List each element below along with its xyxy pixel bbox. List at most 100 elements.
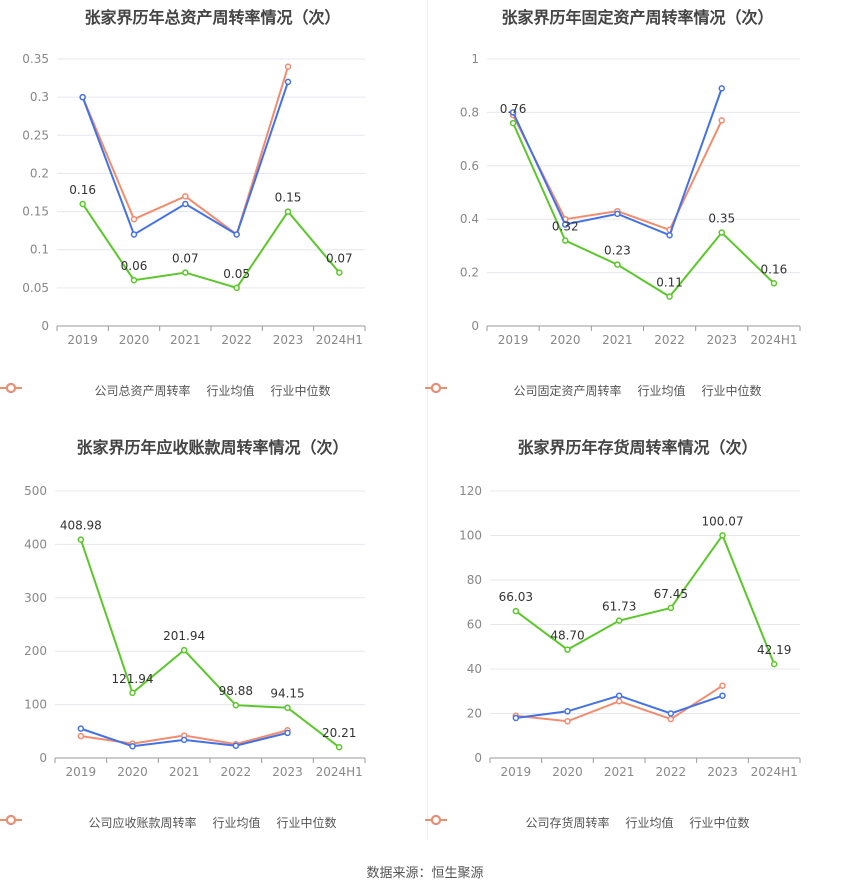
legend-swatch-marker <box>431 383 441 393</box>
legend-item-company[interactable]: 公司应收账款周转率 <box>0 814 197 831</box>
data-point-avg <box>666 231 673 239</box>
y-tick-label: 40 <box>467 662 482 676</box>
chart-svg: 0 0.2 0.4 0.6 0.8 1 2019 2020 2021 2022 2023 2024H1… <box>460 52 801 347</box>
chart-receivables-turnover: 张家界历年应收账款周转率情况（次） 0 100 200 300 400 500 2019 20… <box>0 430 425 860</box>
chart-legend: 公司应收账款周转率 行业均值 行业中位数 <box>0 814 425 831</box>
data-label: 0.76 <box>500 102 527 116</box>
data-label: 94.15 <box>270 687 304 701</box>
x-tick-label: 2024H1 <box>316 765 363 779</box>
x-tick-label: 2023 <box>273 333 304 347</box>
data-label: 61.73 <box>602 600 636 614</box>
x-tick-label: 2024H1 <box>751 765 798 779</box>
y-tick-label: 500 <box>24 484 47 498</box>
y-tick-label: 0.1 <box>30 243 49 257</box>
data-point-avg <box>614 210 621 218</box>
data-point-company <box>770 660 778 668</box>
series-line-median <box>81 66 289 237</box>
legend-item-median[interactable]: 行业中位数 <box>0 382 331 399</box>
legend-item-avg[interactable]: 行业均值 <box>425 814 674 831</box>
data-point-company <box>509 119 517 127</box>
y-tick-label: 0.15 <box>22 205 49 219</box>
x-tick-label: 2021 <box>604 765 635 779</box>
data-label: 0.32 <box>552 220 579 234</box>
x-tick-label: 2020 <box>117 765 148 779</box>
data-label: 408.98 <box>60 519 102 533</box>
legend-label: 行业中位数 <box>276 816 337 830</box>
legend-label: 行业均值 <box>637 384 686 398</box>
data-point-avg <box>232 742 240 749</box>
data-point-company <box>718 229 725 236</box>
y-tick-label: 0 <box>471 319 479 333</box>
legend-swatch-marker <box>431 815 441 825</box>
y-tick-label: 0.3 <box>30 90 49 104</box>
data-point-company <box>614 261 621 268</box>
data-label: 67.45 <box>654 587 688 601</box>
legend-label: 公司总资产周转率 <box>94 384 191 398</box>
y-tick-label: 120 <box>459 484 482 498</box>
data-point-company <box>719 532 726 539</box>
data-point-company <box>336 269 343 276</box>
legend-item-avg[interactable]: 行业均值 <box>0 382 255 399</box>
y-tick-label: 60 <box>467 618 482 632</box>
data-label: 0.35 <box>708 212 735 226</box>
legend-swatch-marker <box>6 383 16 393</box>
y-tick-label: 100 <box>24 698 47 712</box>
data-point-company <box>512 607 520 615</box>
x-tick-label: 2020 <box>119 333 150 347</box>
data-label: 100.07 <box>702 514 744 528</box>
legend-label: 公司应收账款周转率 <box>88 816 197 830</box>
legend-item-company[interactable]: 公司总资产周转率 <box>0 382 191 399</box>
data-point-avg <box>509 109 517 116</box>
legend-item-company[interactable]: 公司固定资产周转率 <box>425 382 621 399</box>
chart-title: 张家界历年固定资产周转率情况（次） <box>501 8 774 27</box>
x-tick-label: 2023 <box>272 765 303 779</box>
data-point-median <box>564 718 571 725</box>
y-tick-label: 1 <box>471 52 479 66</box>
data-label: 201.94 <box>163 629 205 643</box>
x-tick-label: 2024H1 <box>316 333 363 347</box>
chart-fixed-asset-turnover: 张家界历年固定资产周转率情况（次） 0 0.2 0.4 0.6 0.8 1 2019 2020… <box>425 0 850 430</box>
data-label: 0.05 <box>223 267 250 281</box>
series-line-company <box>79 539 340 749</box>
chart-svg: 0 20 40 60 80 100 120 2019 2020 2021 2022 2023 2024H… <box>459 484 801 779</box>
x-tick-label: 2019 <box>67 333 98 347</box>
series-line-company <box>512 122 775 298</box>
x-tick-label: 2024H1 <box>750 333 797 347</box>
y-tick-label: 80 <box>467 573 482 587</box>
data-label: 0.23 <box>604 244 631 258</box>
data-point-company <box>284 704 291 711</box>
data-point-avg <box>79 93 86 101</box>
legend-item-company[interactable]: 公司存货周转率 <box>425 814 609 831</box>
data-label: 121.94 <box>112 672 154 686</box>
data-point-median <box>77 732 85 740</box>
data-label: 0.11 <box>656 276 683 290</box>
legend-item-median[interactable]: 行业中位数 <box>425 382 762 399</box>
legend-item-avg[interactable]: 行业均值 <box>425 382 686 399</box>
data-point-company <box>79 200 86 208</box>
data-point-company <box>180 646 188 654</box>
chart-svg: 0 0.05 0.1 0.15 0.2 0.25 0.3 0.35 2019 2020 2021 20… <box>22 52 366 347</box>
legend-item-avg[interactable]: 行业均值 <box>0 814 261 831</box>
x-tick-label: 2022 <box>654 333 685 347</box>
data-point-company <box>667 604 675 612</box>
x-tick-label: 2022 <box>221 765 252 779</box>
y-tick-label: 200 <box>24 644 47 658</box>
data-point-company <box>335 743 343 751</box>
legend-item-median[interactable]: 行业中位数 <box>0 814 337 831</box>
data-point-avg <box>512 714 520 722</box>
x-tick-label: 2022 <box>221 333 252 347</box>
data-point-company <box>666 293 673 300</box>
data-point-median <box>718 117 725 124</box>
y-tick-label: 0.2 <box>460 266 479 280</box>
data-point-company <box>562 237 569 244</box>
data-label: 20.21 <box>322 726 356 740</box>
legend-swatch-icon <box>0 815 22 825</box>
y-tick-label: 100 <box>459 529 482 543</box>
data-point-avg <box>564 708 571 715</box>
y-tick-label: 0.25 <box>22 128 49 142</box>
data-point-company <box>232 701 240 709</box>
legend-item-median[interactable]: 行业中位数 <box>425 814 750 831</box>
data-label: 0.07 <box>172 252 199 266</box>
chart-inventory-turnover: 张家界历年存货周转率情况（次） 0 20 40 60 80 100 120 2019 2020 2… <box>425 430 850 860</box>
chart-legend: 公司固定资产周转率 行业均值 行业中位数 <box>425 382 850 399</box>
